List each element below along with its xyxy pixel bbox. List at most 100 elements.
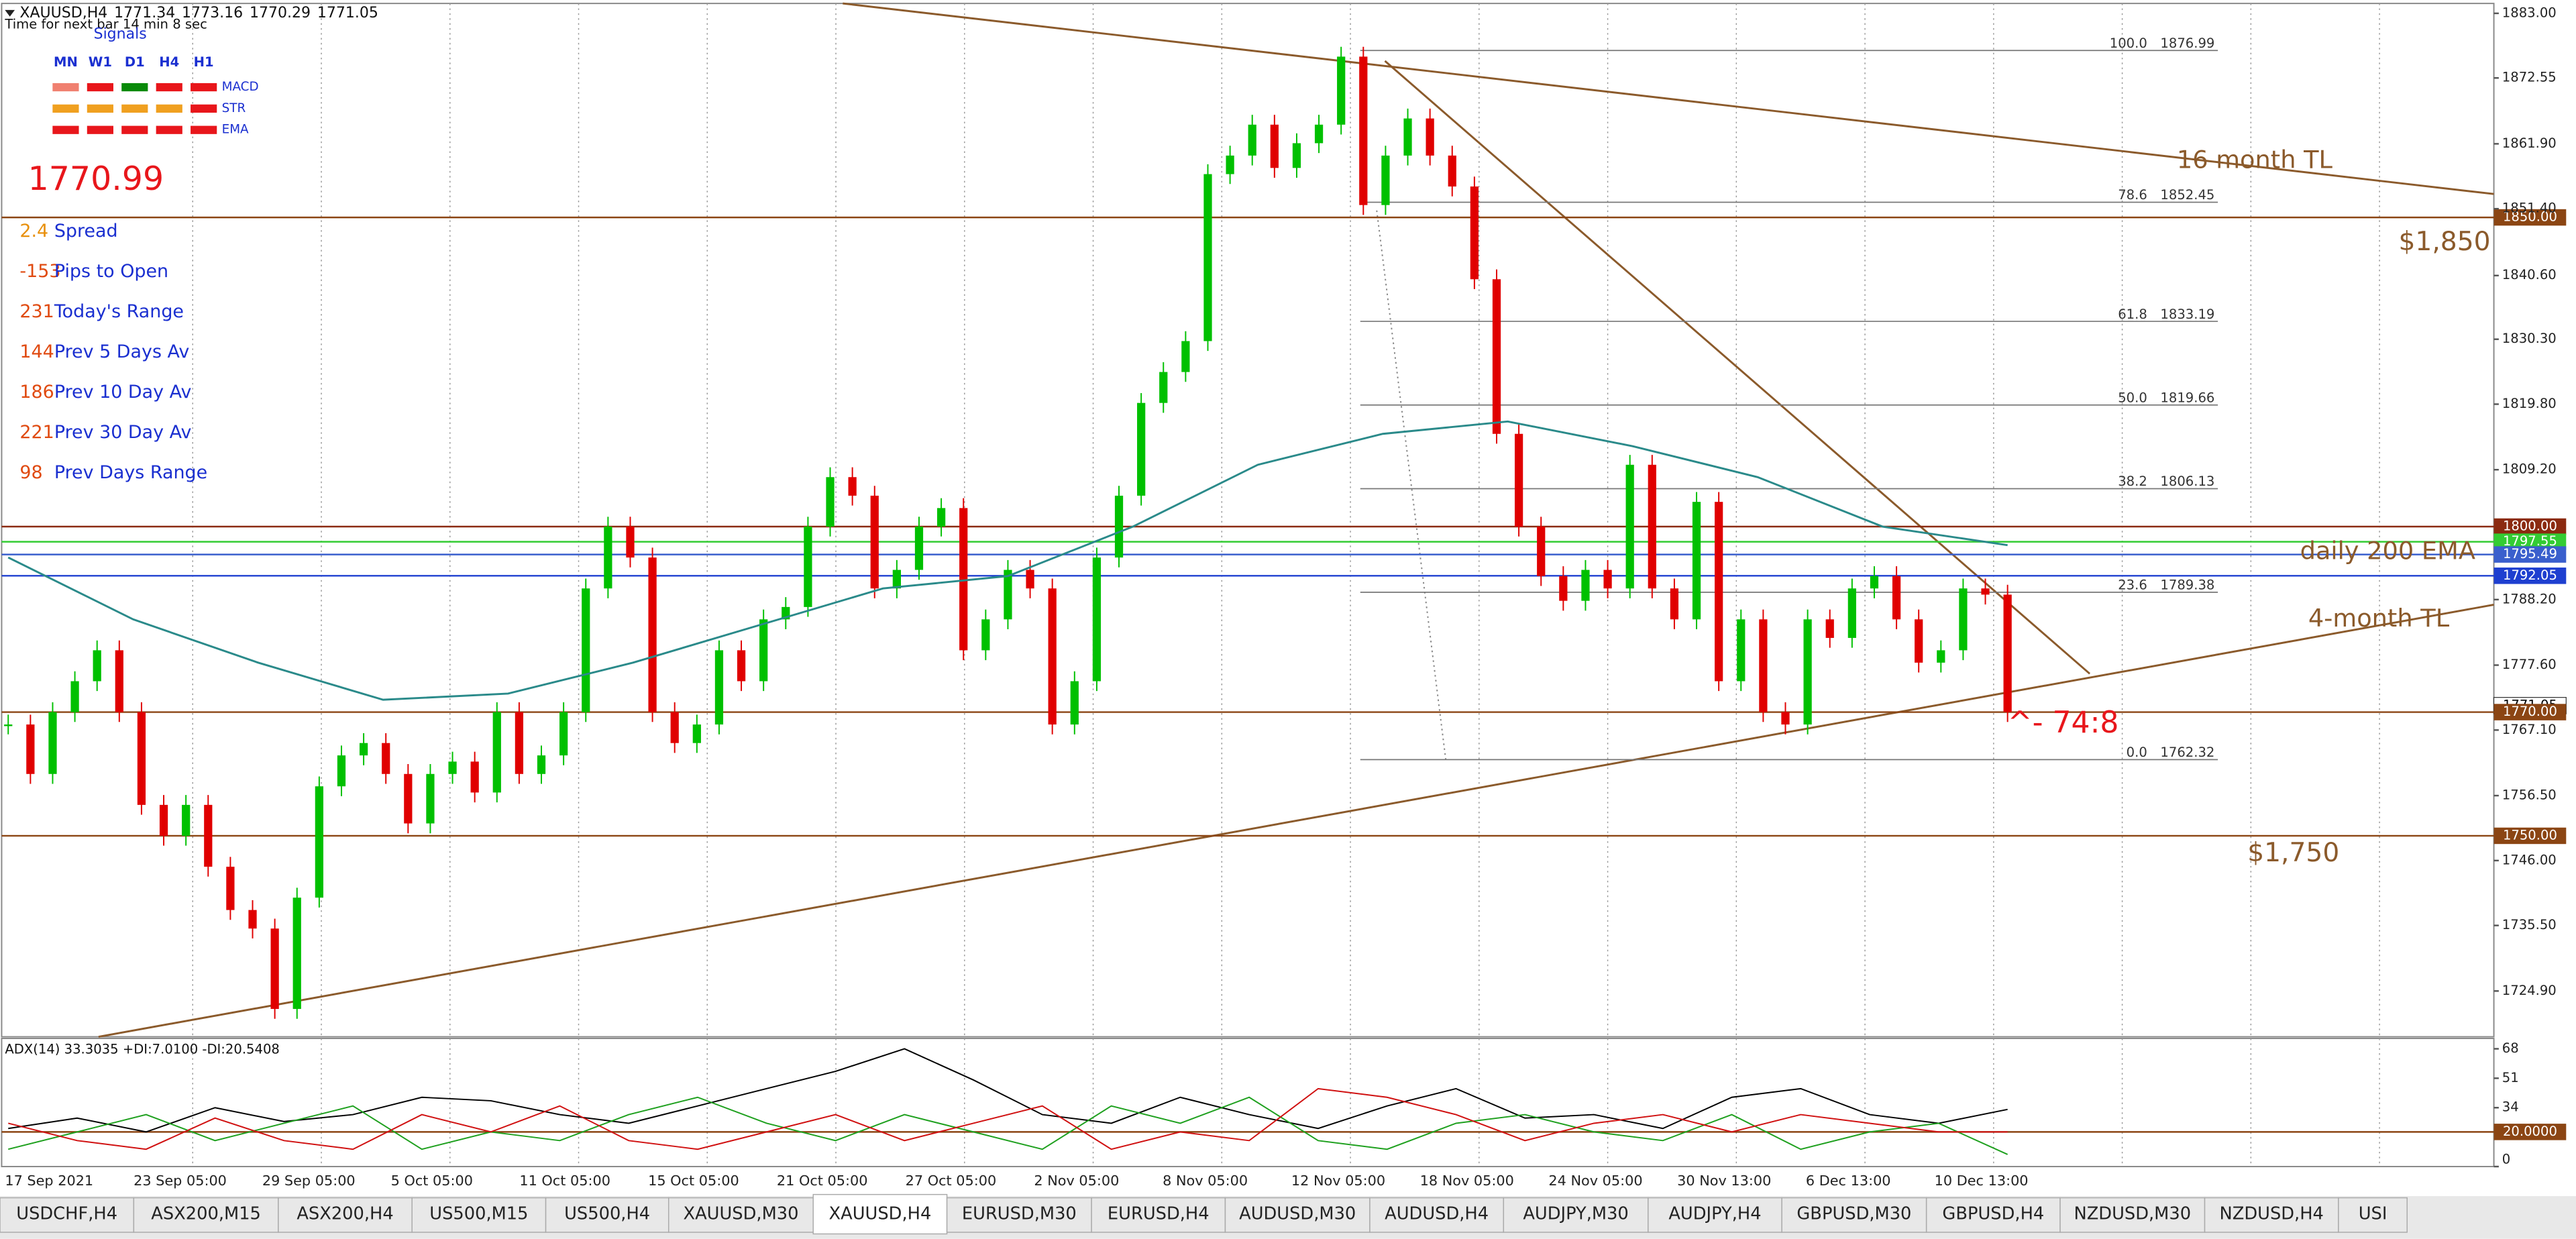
tab-label[interactable]: USDCHF,H4	[16, 1204, 117, 1224]
price-tag-label: 1750.00	[2503, 827, 2557, 843]
tab[interactable]	[1648, 1197, 1782, 1233]
tab[interactable]	[0, 1197, 135, 1233]
info-label: Today's Range	[54, 301, 184, 322]
candle	[115, 650, 123, 712]
tab-label[interactable]: EURUSD,M30	[962, 1204, 1077, 1224]
candle	[1625, 464, 1634, 589]
candle	[248, 910, 257, 929]
candle	[182, 804, 191, 836]
candle	[692, 724, 701, 743]
tab[interactable]	[812, 1193, 948, 1235]
tab-label[interactable]: XAUUSD,H4	[829, 1204, 932, 1224]
candle	[1403, 118, 1412, 156]
x-tick-label: 17 Sep 2021	[5, 1173, 93, 1189]
x-tick-label: 15 Oct 05:00	[648, 1173, 739, 1189]
candle	[137, 712, 146, 805]
candle	[1337, 56, 1346, 125]
tab-label[interactable]: US500,H4	[564, 1204, 650, 1224]
tab[interactable]	[1781, 1197, 1927, 1233]
ohlc-value: 1773.16	[182, 5, 243, 21]
candle	[1114, 495, 1124, 558]
info-value: 144	[19, 341, 54, 362]
adx-tick-label: 68	[2502, 1040, 2519, 1056]
candle	[870, 495, 879, 589]
candle	[1648, 464, 1656, 589]
tab[interactable]	[1091, 1197, 1226, 1233]
candle	[1892, 576, 1901, 620]
signal-cell	[121, 104, 148, 113]
fib-price: 1762.32	[2160, 745, 2214, 760]
candle	[714, 650, 724, 725]
candle	[292, 898, 301, 1010]
candle	[804, 527, 812, 607]
tab[interactable]	[2338, 1197, 2408, 1233]
candle	[1915, 619, 1923, 663]
candle	[1381, 155, 1390, 205]
candle	[70, 681, 79, 712]
tab-label[interactable]: EURUSD,H4	[1108, 1204, 1210, 1224]
info-label: Prev Days Range	[54, 462, 207, 483]
tab[interactable]	[946, 1197, 1092, 1233]
price-tag-label: 1797.55	[2503, 533, 2557, 549]
y-tick-label: 1809.20	[2502, 462, 2557, 477]
tab-label[interactable]: NZDUSD,M30	[2074, 1204, 2191, 1224]
candle	[26, 724, 35, 774]
annotation: ^- 74:8	[2008, 706, 2119, 740]
info-value: 2.4	[19, 221, 48, 241]
adx-tick-label: 34	[2502, 1099, 2519, 1115]
candle	[1070, 681, 1079, 725]
fib-level: 23.6	[2118, 578, 2147, 593]
tab-label[interactable]: AUDJPY,M30	[1523, 1204, 1628, 1224]
tab-label[interactable]: USI	[2359, 1204, 2387, 1224]
y-tick-label: 1819.80	[2502, 396, 2557, 411]
candle	[626, 527, 635, 558]
fib-price: 1819.66	[2160, 390, 2214, 405]
candle	[1692, 502, 1701, 620]
candle	[537, 755, 546, 774]
signal-row-label: EMA	[222, 123, 249, 137]
signal-cell	[156, 83, 182, 92]
y-tick-label: 1767.10	[2502, 722, 2557, 737]
adx-tick-label: 51	[2502, 1070, 2519, 1085]
candle	[1803, 619, 1812, 725]
x-tick-label: 10 Dec 13:00	[1935, 1173, 2029, 1189]
candle	[1537, 527, 1546, 576]
tab-label[interactable]: GBPUSD,H4	[1942, 1204, 2044, 1224]
info-label: Spread	[54, 221, 118, 241]
candle	[1781, 712, 1790, 725]
price-tag	[2493, 518, 2567, 535]
tab[interactable]	[133, 1197, 279, 1233]
candle	[959, 508, 968, 651]
tab-label[interactable]: AUDJPY,H4	[1668, 1204, 1761, 1224]
tab[interactable]	[1503, 1197, 1649, 1233]
signal-cell	[156, 125, 182, 134]
info-label: Pips to Open	[54, 261, 168, 282]
tab[interactable]	[545, 1197, 669, 1233]
tab-label[interactable]: ASX200,H4	[297, 1204, 393, 1224]
tab-label[interactable]: AUDUSD,M30	[1239, 1204, 1356, 1224]
tab-label[interactable]: ASX200,M15	[151, 1204, 261, 1224]
tab[interactable]	[668, 1197, 814, 1233]
tab[interactable]	[278, 1197, 413, 1233]
tab-label[interactable]: NZDUSD,H4	[2220, 1204, 2324, 1224]
info-label: Prev 10 Day Av	[54, 382, 192, 402]
x-tick-label: 18 Nov 05:00	[1420, 1173, 1514, 1189]
tab-label[interactable]: XAUUSD,M30	[683, 1204, 798, 1224]
tab-label[interactable]: AUDUSD,H4	[1385, 1204, 1489, 1224]
tab[interactable]	[1369, 1197, 1505, 1233]
y-tick-label: 1840.60	[2502, 267, 2557, 282]
tab-label[interactable]: US500,M15	[429, 1204, 528, 1224]
signal-column: H4	[159, 54, 179, 70]
bar-timer: Time for next bar 14 min 8 sec	[4, 16, 207, 32]
tab[interactable]	[2059, 1197, 2206, 1233]
y-tick-label: 1724.90	[2502, 983, 2557, 998]
candle	[1004, 570, 1012, 620]
candle	[448, 761, 457, 774]
signal-cell	[52, 83, 79, 92]
tab-label[interactable]: GBPUSD,M30	[1796, 1204, 1911, 1224]
info-value: 98	[19, 462, 42, 483]
x-tick-label: 24 Nov 05:00	[1548, 1173, 1642, 1189]
adx-tag-label: 20.0000	[2503, 1124, 2557, 1139]
